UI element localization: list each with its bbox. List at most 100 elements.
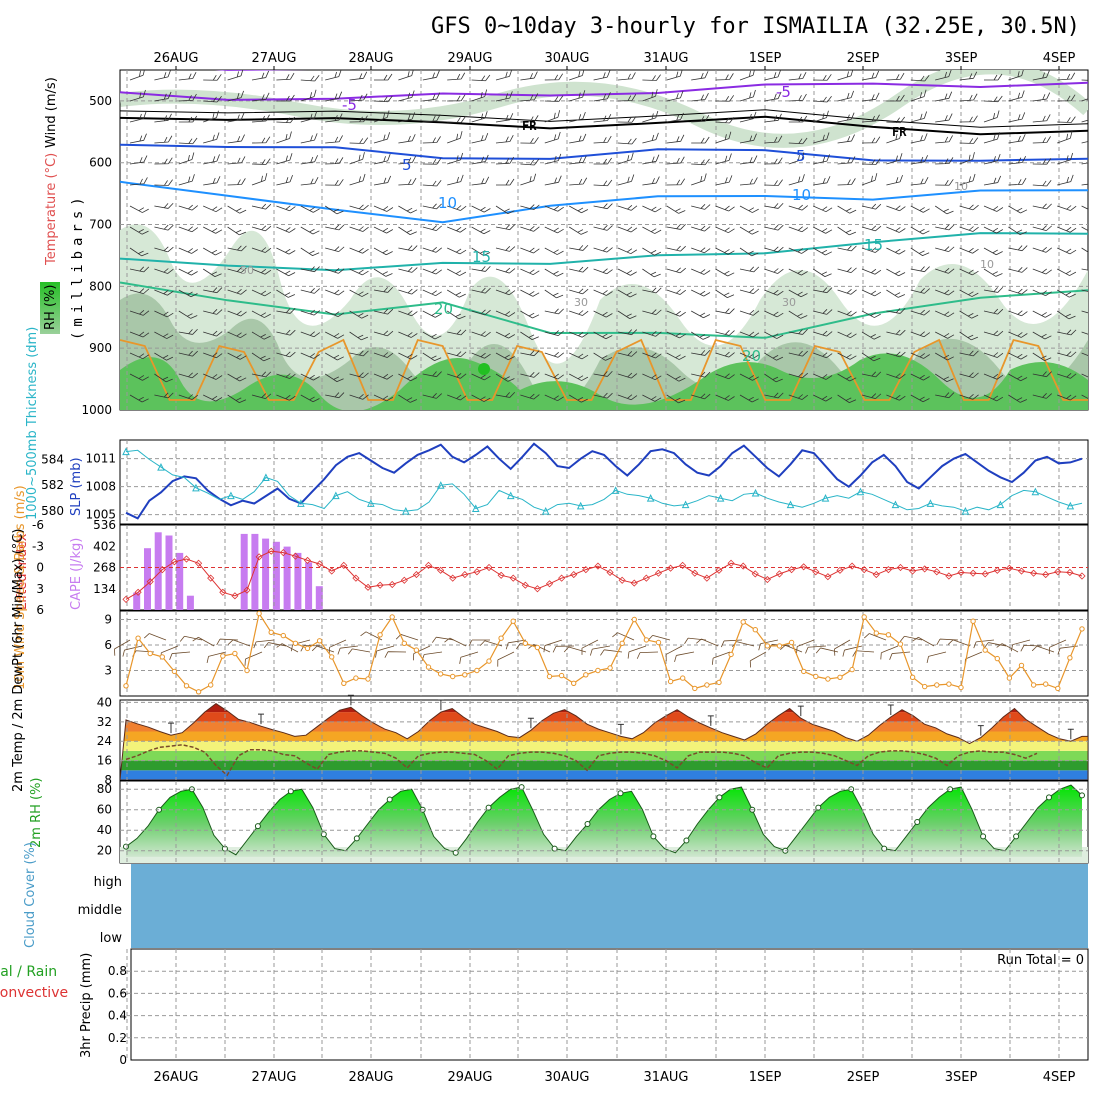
wind10-barb-29 xyxy=(459,651,479,664)
barb-10-23 xyxy=(691,289,711,297)
barb-13-30 xyxy=(861,352,881,362)
label-20-left: 20 xyxy=(434,300,453,318)
barb-4-26 xyxy=(764,157,783,165)
barb-2-4 xyxy=(227,112,245,123)
thickness-marker-81 xyxy=(1066,501,1075,510)
barb-1-1 xyxy=(154,91,172,102)
barb-3-34 xyxy=(959,137,979,144)
temp-errorbar-20 xyxy=(347,694,354,706)
barb-13-10 xyxy=(373,352,394,358)
barb-3-32 xyxy=(910,133,928,144)
barb-4-25 xyxy=(739,155,758,165)
barb-4-14 xyxy=(471,154,489,165)
barb-13-21 xyxy=(642,352,662,359)
li-marker-25 xyxy=(424,561,433,569)
barb-9-3 xyxy=(202,268,222,277)
barb-12-34 xyxy=(959,331,979,341)
thickness-marker-18 xyxy=(332,491,340,500)
barb-3-15 xyxy=(495,134,514,144)
barb-3-19 xyxy=(593,135,612,144)
barb-9-39 xyxy=(1081,265,1088,272)
barb-6-25 xyxy=(739,205,759,213)
barb-0-28 xyxy=(813,74,832,81)
barb-4-38 xyxy=(1057,152,1074,165)
wind-speed-point-71 xyxy=(982,647,988,653)
barb-0-1 xyxy=(154,70,171,81)
thickness-marker-63 xyxy=(856,487,865,496)
wind10-barb-46 xyxy=(665,645,683,662)
barb-10-36 xyxy=(1008,288,1028,295)
barb-9-26 xyxy=(764,268,784,274)
barb-3-21 xyxy=(642,132,659,144)
barb-7-28 xyxy=(813,226,833,234)
barb-0-15 xyxy=(495,70,513,81)
precip-grid xyxy=(120,949,1088,1060)
barb-15-12 xyxy=(422,393,442,399)
cape-bars xyxy=(133,532,323,610)
barb-12-29 xyxy=(837,331,857,339)
barb-14-19 xyxy=(593,370,613,377)
barb-10-2 xyxy=(178,289,198,298)
wind10-barb-44 xyxy=(636,651,659,659)
bottom-date-30AUG: 30AUG xyxy=(544,1070,589,1085)
barb-8-21 xyxy=(642,247,662,256)
barb-5-3 xyxy=(203,176,221,186)
barb-6-17 xyxy=(544,205,564,212)
barb-5-33 xyxy=(935,179,954,186)
wind-speed-point-24 xyxy=(413,647,420,653)
barb-11-31 xyxy=(886,307,906,314)
barb-5-10 xyxy=(373,175,392,186)
barb-7-11 xyxy=(398,226,417,235)
barb-2-10 xyxy=(373,110,390,123)
barb-15-13 xyxy=(447,394,467,401)
barb-5-8 xyxy=(325,179,344,186)
barb-11-29 xyxy=(837,310,857,317)
barb-9-10 xyxy=(373,268,393,277)
barb-7-21 xyxy=(642,226,662,234)
thickness-line xyxy=(125,449,1083,512)
barb-10-27 xyxy=(788,289,808,298)
barb-15-16 xyxy=(520,393,540,400)
barb-14-23 xyxy=(691,371,711,378)
precip-tick-0.2: 0.2 xyxy=(108,1031,127,1045)
top-date-28AUG: 28AUG xyxy=(348,51,393,66)
barb-2-35 xyxy=(983,110,1000,123)
wind-speed-point-40 xyxy=(607,665,613,671)
barb-8-24 xyxy=(715,247,735,255)
precip-tick-0.8: 0.8 xyxy=(108,964,127,978)
barb-4-22 xyxy=(666,156,685,165)
cape-bar-14 xyxy=(272,541,280,610)
barb-9-37 xyxy=(1032,268,1052,275)
barb-13-0 xyxy=(129,352,150,360)
barb-12-32 xyxy=(910,331,931,338)
barb-10-6 xyxy=(276,289,296,298)
pressure-label-900: 900 xyxy=(89,341,112,355)
rh-tick-40: 40 xyxy=(97,823,112,837)
li-marker-3 xyxy=(158,566,166,574)
barb-0-2 xyxy=(178,71,197,81)
bottom-date-2SEP: 2SEP xyxy=(847,1070,880,1085)
li-marker-2 xyxy=(146,578,154,586)
barb-14-18 xyxy=(569,373,589,381)
li-marker-72 xyxy=(993,566,1001,574)
barb-6-3 xyxy=(203,205,223,213)
barb-10-29 xyxy=(837,288,857,295)
li-marker-51 xyxy=(739,562,747,570)
thickness-marker-57 xyxy=(786,500,795,509)
wind10m-axis-title: 10m Wind Speed & Barbs (m/s) xyxy=(13,485,28,690)
temp-errorbar-84 xyxy=(1067,728,1074,740)
pressure-label-800: 800 xyxy=(89,279,112,293)
barb-7-37 xyxy=(1032,225,1053,232)
temp-errorbar-4 xyxy=(168,722,174,734)
barb-12-38 xyxy=(1057,329,1077,336)
barb-12-39 xyxy=(1081,331,1088,337)
wind10-barb-36 xyxy=(543,639,563,653)
barb-15-20 xyxy=(617,394,638,401)
thickness-marker-75 xyxy=(996,500,1005,509)
barb-7-29 xyxy=(837,226,857,236)
barb-10-31 xyxy=(886,289,906,298)
slp-lines xyxy=(122,442,1083,520)
cape-bar-12 xyxy=(251,533,259,610)
barb-1-37 xyxy=(1032,92,1051,102)
barb-1-26 xyxy=(764,91,782,102)
